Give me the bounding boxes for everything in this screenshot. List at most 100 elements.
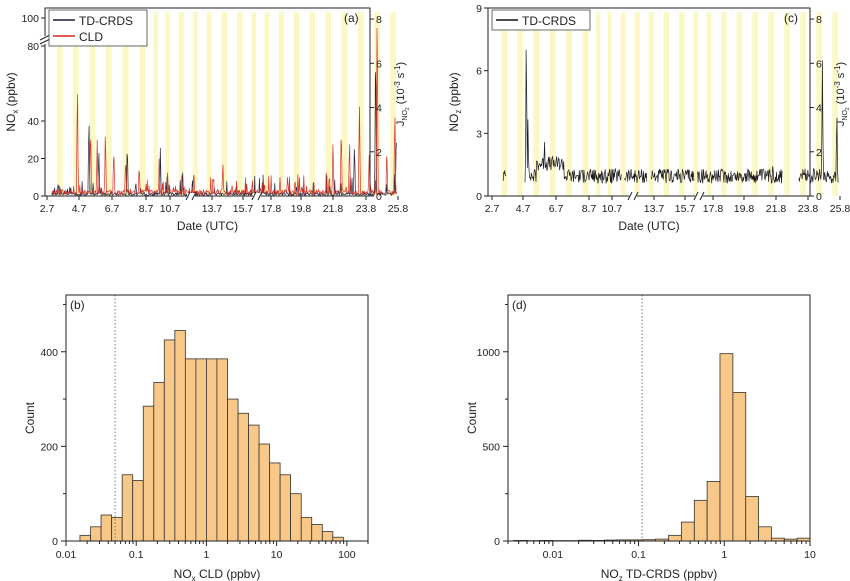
panel-d-xtick-label: 0.1 — [631, 549, 646, 561]
panel-c-ytick-label: 6 — [476, 66, 482, 78]
panel-c-xbreak-mark — [699, 191, 705, 201]
panel-b-xtick-label: 10 — [271, 549, 283, 561]
panel-b-xlabel: NOx CLD (ppbv) — [174, 567, 261, 581]
panel-b-bar — [290, 493, 302, 542]
panel-a-xtick-label: 8.7 — [139, 203, 154, 215]
panel-a-jno2-bar — [264, 12, 270, 197]
panel-a-y2tick-label: 2 — [376, 147, 382, 159]
panel-a-jno2-bar — [325, 12, 332, 197]
panel-d-bar — [706, 480, 721, 542]
panel-c-jno2-bar — [784, 12, 791, 197]
panel-c-jno2-bar — [721, 12, 727, 197]
panel-a-xtick-label: 10.7 — [160, 203, 181, 215]
panel-b-bar — [227, 398, 239, 542]
panel-a-ytick-label: 20 — [27, 154, 39, 166]
panel-c-xtick-label: 2.7 — [485, 203, 500, 215]
panel-a-frame — [44, 7, 371, 197]
panel-a-jno2-bar — [206, 12, 212, 197]
panel-c-y2label-part: (10 — [835, 88, 847, 107]
panel-c-xtick-label: 13.7 — [644, 203, 665, 215]
panel-a-xtick-label: 21.8 — [323, 203, 344, 215]
panel-a-xtick-label: 23.8 — [356, 203, 377, 215]
panel-a-y2tick-label: 4 — [376, 103, 382, 115]
panel-a-xbreak-mark — [185, 191, 191, 201]
panel-b-bar — [258, 443, 271, 542]
panel-b-bar — [184, 358, 197, 542]
panel-d-bar — [668, 534, 682, 542]
panel-b-bar — [311, 524, 323, 542]
panel-b-bar — [195, 358, 207, 542]
panel-c-ytick-label: 3 — [476, 128, 482, 140]
panel-c-xtick-label: 23.8 — [798, 203, 819, 215]
panel-b-bar — [121, 474, 134, 542]
panel-c-ylabel-part: NO — [447, 114, 461, 132]
panel-c-jno2-bar — [736, 12, 743, 197]
panel-c-legend — [491, 9, 591, 31]
panel-b-bar — [279, 474, 291, 542]
panel-a-jno2-bar — [139, 12, 146, 197]
panel-a-y2label-part: s — [395, 72, 407, 81]
panel-a-jno2-bar — [56, 12, 63, 197]
panel-b-bar — [206, 358, 218, 542]
panel-c-series-td-crds — [502, 49, 839, 184]
panel-c-ylabel: NOz (ppbv) — [447, 72, 463, 131]
panel-d-ytick-label: 500 — [482, 441, 500, 453]
panel-a-xtick-label: 4.7 — [72, 203, 87, 215]
panel-c-xtick-label: 21.8 — [766, 203, 787, 215]
panel-d-bar — [693, 499, 708, 542]
panel-b-bar — [163, 339, 176, 542]
panel-b-frame — [65, 294, 369, 542]
panel-c-xbreak-mark — [633, 191, 639, 201]
panel-d-frame — [507, 294, 811, 542]
panel-d-bar — [719, 353, 734, 542]
panel-c-y2tick-label: 8 — [816, 14, 822, 26]
panel-b-ytick-label: 0 — [52, 536, 58, 548]
panel-b-bar — [142, 405, 155, 542]
panel-d-xlabel-part: z — [619, 574, 623, 581]
panel-a-ylabel-part: NO — [4, 114, 18, 132]
panel-c-xbreak-mask — [629, 193, 637, 199]
panel-a-xlabel: Date (UTC) — [177, 219, 238, 233]
panel-b-bar — [174, 330, 186, 542]
panel-c-ylabel-part: (ppbv) — [447, 72, 461, 109]
panel-c-xtick-label: 25.8 — [830, 203, 850, 215]
panel-c-jno2-bar — [679, 12, 685, 197]
panel-c-y2label-part: ) — [835, 62, 847, 66]
panel-c-y2tick-label: 0 — [816, 191, 822, 203]
panel-a-jno2-bar — [309, 12, 316, 197]
panel-c-xtick-label: 15.7 — [675, 203, 696, 215]
panel-a-y2label-part: 2 — [405, 107, 411, 110]
panel-b-bar — [237, 412, 249, 542]
panel-a-jno2-bar — [178, 12, 184, 197]
panel-d-xtick-label: 0.01 — [543, 549, 564, 561]
panel-a-ytick-label: 40 — [27, 116, 39, 128]
panel-b-annotation: (b) — [70, 298, 85, 312]
panel-c-jno2-bar — [582, 12, 589, 197]
panel-b-xlabel-part: NO — [174, 567, 192, 581]
panel-a-ybreak-mark — [39, 34, 51, 41]
panel-c-y2label-part: 2 — [845, 107, 850, 110]
panel-c-jno2-bar — [566, 12, 573, 197]
panel-c-jno2-bar — [706, 12, 712, 197]
panel-a-jno2-bar — [251, 12, 257, 197]
panel-a-y2tick-label: 0 — [376, 191, 382, 203]
panel-b-xtick-label: 100 — [338, 549, 356, 561]
panel-d-xlabel-part: TD-CRDS (ppbv) — [623, 567, 717, 581]
panel-a-jno2-bar — [192, 12, 198, 197]
panel-a-xbreak-mark — [251, 191, 257, 201]
panel-a-jno2-bar — [293, 12, 300, 197]
panel-a-y2label-part: ) — [395, 62, 407, 66]
panel-a-jno2-bar — [165, 12, 170, 197]
panel-a-ytick-label: 100 — [21, 13, 39, 25]
panel-c-ytick-label: 9 — [476, 3, 482, 15]
panel-a-jno2-bar — [153, 12, 158, 197]
panel-c-jno2-bar — [533, 12, 540, 197]
panel-c-jno2-bar — [596, 12, 601, 197]
panel-a-ylabel-part: (ppbv) — [4, 72, 18, 109]
panel-c-jno2-bar — [816, 12, 823, 197]
panel-a-xtick-label: 19.8 — [291, 203, 312, 215]
panel-b-bar — [248, 424, 260, 542]
panel-c-legend-label: TD-CRDS — [522, 14, 576, 28]
panel-b-bar — [153, 382, 165, 542]
panel-d-bar — [758, 526, 772, 542]
